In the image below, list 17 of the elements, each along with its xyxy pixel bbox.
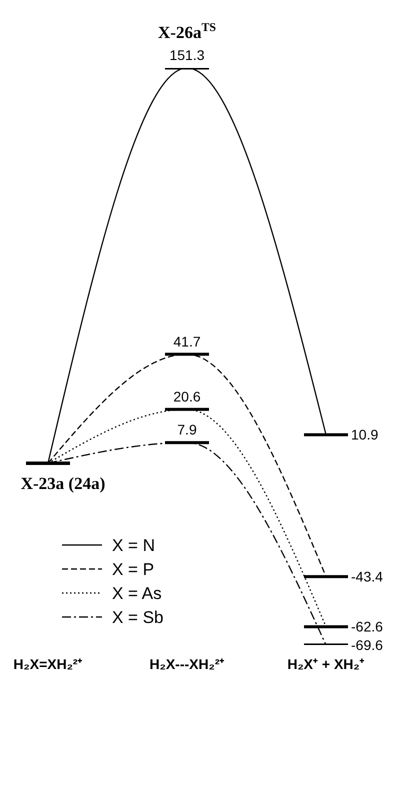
legend-label: X = N — [112, 536, 155, 555]
data-label: -69.6 — [351, 637, 384, 653]
data-label: -62.6 — [351, 618, 384, 635]
data-label: 151.3 — [169, 47, 205, 63]
x-tick-label: H₂X=XH₂²⁺ — [13, 656, 83, 672]
legend-label: X = As — [112, 584, 162, 603]
x-tick-label: H₂X---XH₂²⁺ — [150, 656, 224, 672]
legend-label: X = P — [112, 560, 154, 579]
x-tick-label: H₂X⁺ + XH₂⁺ — [287, 656, 365, 672]
data-label: -43.4 — [351, 568, 384, 585]
legend-label: X = Sb — [112, 608, 164, 627]
data-label: 7.9 — [177, 422, 197, 438]
data-label: 10.9 — [351, 426, 378, 443]
data-label: 41.7 — [173, 333, 201, 350]
annotation: X-26a$^{TS}$ — [158, 20, 216, 42]
annotation: X-23a (24a) — [20, 474, 106, 494]
data-label: 20.6 — [173, 388, 201, 404]
